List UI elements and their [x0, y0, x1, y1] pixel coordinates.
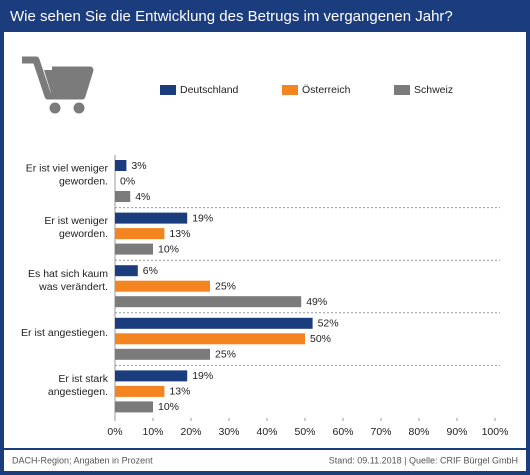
x-tick-label: 50% [294, 426, 315, 438]
legend-swatch [160, 85, 176, 95]
value-label: 49% [306, 296, 327, 308]
value-label: 50% [310, 333, 331, 345]
bar [115, 265, 138, 277]
category-label: Er ist stark [58, 373, 108, 385]
value-label: 3% [131, 160, 146, 172]
value-label: 4% [135, 191, 150, 203]
bar [115, 401, 153, 413]
bar [115, 160, 127, 171]
legend-label: Österreich [302, 84, 351, 96]
category-label: angestiegen. [48, 386, 108, 398]
value-label: 19% [192, 212, 213, 224]
value-label: 6% [143, 265, 158, 277]
cart-icon [22, 56, 94, 114]
bar [115, 212, 188, 224]
bar [115, 296, 302, 308]
bar [115, 191, 131, 202]
x-tick-label: 30% [218, 426, 239, 438]
value-label: 10% [158, 401, 179, 413]
x-tick-label: 60% [332, 426, 353, 438]
bar [115, 370, 188, 382]
x-tick-label: 80% [408, 426, 429, 438]
value-label: 13% [169, 228, 190, 240]
bar [115, 317, 313, 329]
category-label: was verändert. [38, 281, 108, 293]
x-tick-label: 10% [142, 426, 163, 438]
category-label: Er ist weniger [44, 215, 108, 227]
footer-bar [4, 450, 526, 471]
legend-label: Deutschland [180, 84, 239, 96]
chart-title: Wie sehen Sie die Entwicklung des Betrug… [10, 8, 453, 25]
value-label: 10% [158, 243, 179, 255]
bar [115, 243, 153, 255]
x-tick-label: 0% [107, 426, 122, 438]
category-label: geworden. [59, 228, 108, 240]
category-label: Es hat sich kaum [28, 268, 108, 280]
legend-label: Schweiz [414, 84, 453, 96]
x-tick-label: 20% [180, 426, 201, 438]
value-label: 0% [120, 175, 135, 187]
value-label: 25% [215, 349, 236, 361]
legend-swatch [282, 85, 298, 95]
category-label: Er ist viel weniger [26, 163, 109, 175]
footer-right: Stand: 09.11.2018 | Quelle: CRIF Bürgel … [329, 455, 518, 465]
bar [115, 348, 210, 360]
value-label: 52% [318, 318, 339, 330]
x-tick-label: 90% [446, 426, 467, 438]
x-tick-label: 100% [482, 426, 509, 438]
value-label: 25% [215, 280, 236, 292]
category-label: Er ist angestiegen. [21, 327, 108, 339]
x-tick-label: 70% [370, 426, 391, 438]
bar [115, 385, 165, 397]
value-label: 19% [192, 370, 213, 382]
bar [115, 228, 165, 240]
x-tick-label: 40% [256, 426, 277, 438]
legend-swatch [394, 85, 410, 95]
footer-left: DACH-Region; Angaben in Prozent [12, 455, 153, 465]
value-label: 13% [169, 386, 190, 398]
bar [115, 280, 210, 292]
category-label: geworden. [59, 176, 108, 188]
panel [4, 32, 526, 448]
bar [115, 333, 305, 345]
